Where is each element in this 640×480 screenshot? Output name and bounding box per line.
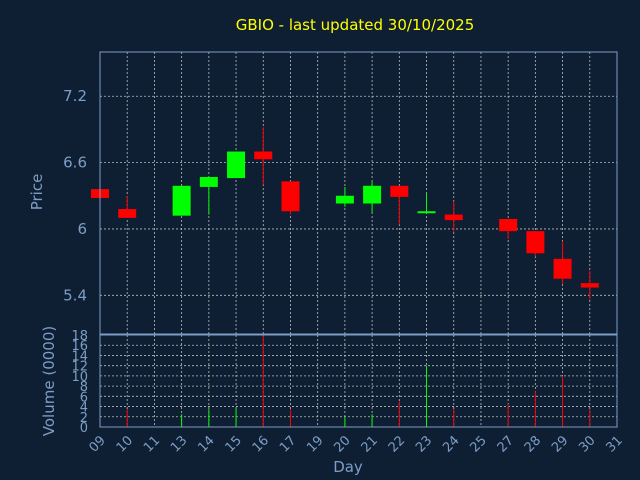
volume-tick-label: 16 <box>71 339 88 354</box>
candle-body <box>335 195 354 204</box>
day-tick-label: 09 <box>87 433 109 455</box>
day-axis-label: Day <box>333 458 363 476</box>
day-tick-label: 30 <box>576 433 598 455</box>
volume-tick-label: 2 <box>80 411 88 426</box>
day-tick-label: 25 <box>467 433 489 455</box>
day-tick-label: 10 <box>114 433 136 455</box>
volume-tick-label: 12 <box>71 360 88 375</box>
candle-body <box>172 185 191 216</box>
volume-tick-label: 14 <box>71 349 88 364</box>
candle-body <box>118 209 137 218</box>
candle-body <box>363 185 382 204</box>
day-tick-label: 15 <box>223 433 245 455</box>
day-tick-label: 28 <box>522 433 544 455</box>
volume-axis-label: Volume (0000) <box>40 326 58 436</box>
candle-body <box>499 218 518 232</box>
volume-tick-label: 6 <box>80 390 88 405</box>
volume-tick-label: 18 <box>71 329 88 344</box>
price-tick-label: 5.4 <box>63 286 87 304</box>
day-tick-label: 19 <box>304 433 326 455</box>
day-tick-label: 21 <box>359 433 381 455</box>
candle-body <box>227 151 246 179</box>
candle-body <box>254 151 273 160</box>
day-tick-label: 11 <box>141 433 163 455</box>
candle-body <box>199 176 218 187</box>
volume-tick-label: 8 <box>80 380 88 395</box>
volume-tick-label: 0 <box>80 421 88 436</box>
volume-tick-label: 4 <box>80 401 88 416</box>
candle-body <box>281 181 300 212</box>
day-axis: 09 10 11 13 14 15 16 17 19 20 21 22 23 24 25 27 28 29 30 31 <box>87 433 626 455</box>
price-plot-frame <box>99 51 618 335</box>
candle-body <box>417 211 436 214</box>
price-tick-label: 6 <box>77 220 87 238</box>
day-tick-label: 27 <box>495 433 517 455</box>
candle-body <box>553 258 572 279</box>
candle-body <box>580 283 599 288</box>
day-tick-label: 29 <box>549 433 571 455</box>
price-tick-label: 7.2 <box>63 87 87 105</box>
day-tick-label: 24 <box>440 433 462 455</box>
candle-body <box>526 231 545 254</box>
candle-body <box>444 214 463 221</box>
day-tick-label: 22 <box>386 433 408 455</box>
day-tick-label: 16 <box>250 433 272 455</box>
candle-body <box>390 185 409 197</box>
volume-plot-frame <box>99 334 618 428</box>
day-tick-label: 13 <box>168 433 190 455</box>
day-tick-label: 23 <box>413 433 435 455</box>
day-tick-label: 17 <box>277 433 299 455</box>
volume-tick-label: 10 <box>71 370 88 385</box>
price-axis-label: Price <box>28 174 46 211</box>
day-tick-label: 14 <box>195 433 217 455</box>
day-tick-label: 20 <box>331 433 353 455</box>
price-panel: 5.4 6 6.6 7.2 <box>63 51 618 335</box>
day-tick-label: 31 <box>604 433 626 455</box>
chart-title: GBIO - last updated 30/10/2025 <box>236 16 475 34</box>
price-tick-label: 6.6 <box>63 154 87 172</box>
